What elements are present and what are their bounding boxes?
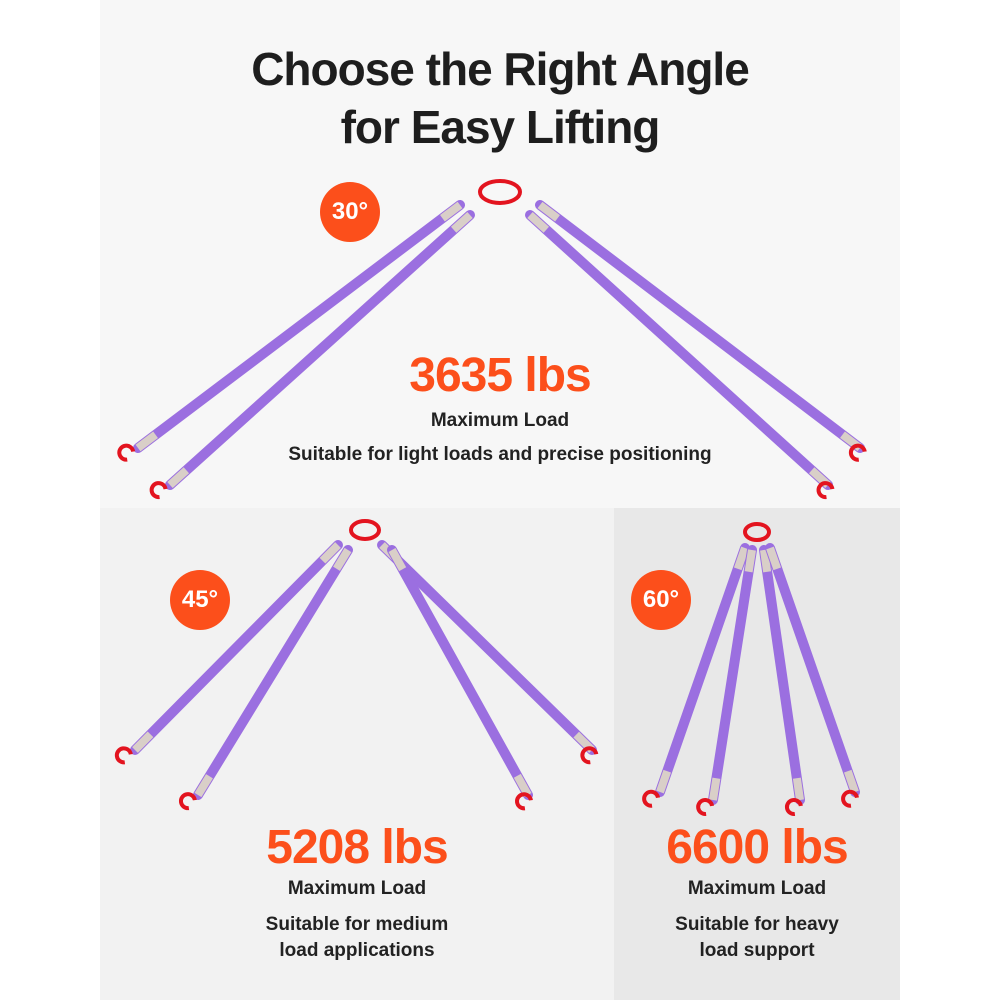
load-label-60: Maximum Load: [687, 878, 827, 899]
load-label-30: Maximum Load: [430, 410, 570, 431]
sling-strap: [525, 210, 833, 490]
sling-strap: [193, 545, 353, 800]
load-value-45: 5208 lbs: [266, 821, 448, 874]
hook-icon: [149, 481, 168, 500]
sling-eye-top: [319, 542, 341, 564]
sling-strap: [165, 210, 475, 490]
desc-line: Suitable for medium: [265, 914, 449, 935]
angle-badge-60: 60°: [631, 570, 691, 630]
sling-strap: [759, 545, 805, 805]
sling-strap: [708, 545, 757, 805]
master-link-icon: [478, 179, 522, 205]
sling-eye-bottom: [656, 769, 672, 794]
sling-eye-top: [760, 549, 772, 573]
load-value-60: 6600 lbs: [666, 821, 848, 874]
angle-badge-30: 30°: [320, 182, 380, 242]
sling-eye-bottom: [843, 769, 859, 794]
sling-eye-bottom: [135, 431, 158, 452]
sling-eye-bottom: [709, 777, 721, 801]
load-desc-60: Suitable for heavy load support: [614, 912, 900, 964]
load-desc-30: Suitable for light loads and precise pos…: [288, 444, 712, 465]
hook-icon: [117, 443, 136, 462]
desc-line: load support: [699, 940, 815, 961]
sling-eye-top: [537, 201, 560, 222]
hook-icon: [580, 746, 599, 765]
title-line-2: for Easy Lifting: [340, 101, 661, 153]
load-label-45: Maximum Load: [287, 878, 427, 899]
sling-eye-bottom: [194, 774, 213, 798]
sling-eye-top: [733, 546, 749, 571]
sling-eye-top: [766, 546, 782, 571]
desc-line: Suitable for heavy: [675, 914, 839, 935]
hook-icon: [114, 746, 133, 765]
sling-strap: [133, 200, 465, 453]
hook-icon: [696, 798, 715, 816]
master-link-icon: [743, 522, 771, 542]
sling-eye-top: [388, 548, 407, 572]
sling-strap: [130, 540, 343, 755]
hook-icon: [848, 443, 867, 462]
master-link-icon: [349, 519, 381, 541]
load-value-30: 3635 lbs: [409, 349, 591, 402]
sling-eye-top: [333, 547, 352, 571]
sling-eye-bottom: [167, 467, 190, 488]
page-title: Choose the Right Angle for Easy Lifting: [100, 40, 900, 156]
load-desc-45: Suitable for medium load applications: [100, 912, 614, 964]
sling-strap: [655, 543, 750, 797]
hook-icon: [785, 798, 803, 816]
hook-icon: [515, 792, 533, 811]
sling-strap: [387, 545, 533, 800]
hook-icon: [179, 792, 197, 811]
sling-eye-top: [527, 212, 549, 233]
sling-eye-bottom: [132, 731, 154, 753]
sling-eye-bottom: [513, 773, 532, 797]
hook-icon: [841, 789, 859, 808]
hook-icon: [816, 481, 835, 500]
hook-icon: [642, 789, 661, 808]
sling-strap: [377, 540, 597, 755]
sling-strap: [765, 543, 860, 797]
sling-strap: [535, 200, 865, 453]
sling-eye-top: [744, 549, 756, 573]
sling-eye-top: [440, 201, 463, 222]
desc-line: load applications: [279, 940, 435, 961]
sling-eye-top: [450, 212, 473, 233]
sling-eye-bottom: [792, 777, 804, 801]
angle-badge-45: 45°: [170, 570, 230, 630]
title-line-1: Choose the Right Angle: [251, 43, 750, 95]
